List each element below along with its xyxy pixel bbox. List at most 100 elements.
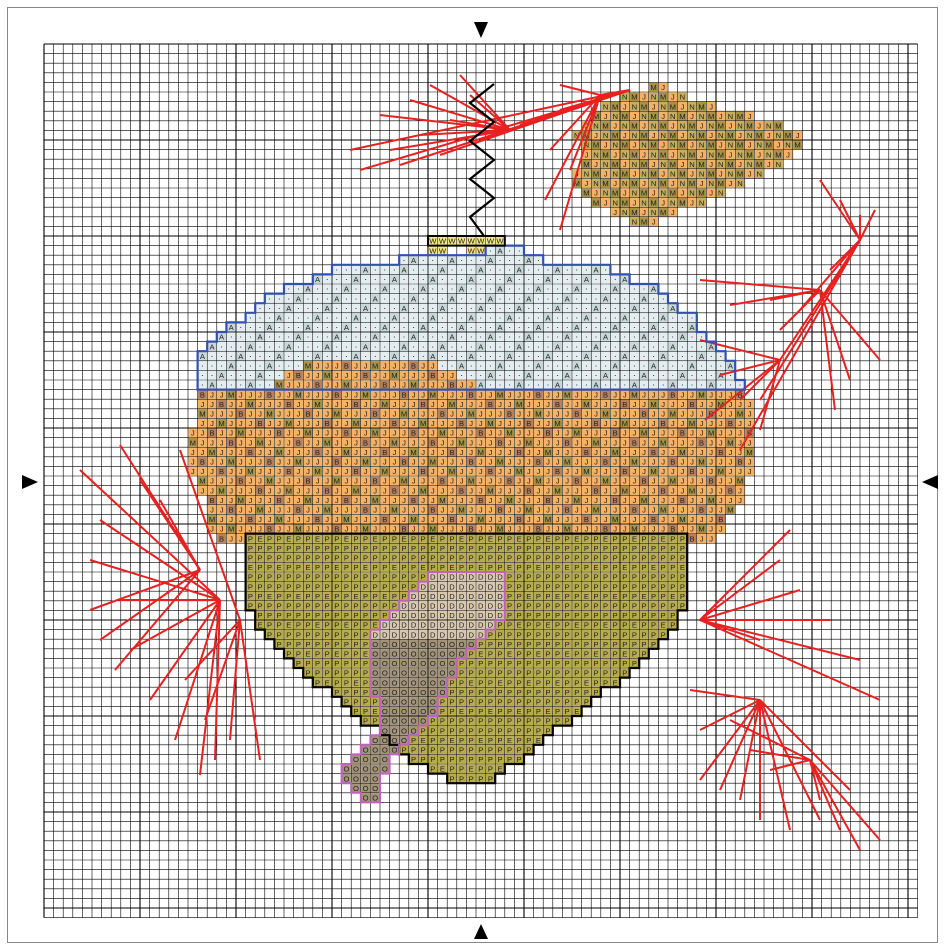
stitch-symbol: P xyxy=(478,707,483,716)
stitch-cell: P xyxy=(563,688,572,697)
stitch-symbol: J xyxy=(681,486,685,495)
stitch-cell: P xyxy=(313,553,322,562)
stitch-cell: P xyxy=(476,755,485,764)
stitch-symbol: O xyxy=(372,669,378,678)
stitch-cell: P xyxy=(438,726,447,735)
stitch-cell: · xyxy=(476,293,485,303)
stitch-symbol: B xyxy=(536,525,541,534)
stitch-symbol: P xyxy=(574,592,579,601)
stitch-cell: · xyxy=(256,351,265,361)
stitch-symbol: · xyxy=(460,332,463,342)
stitch-symbol: J xyxy=(613,467,617,476)
stitch-cell: · xyxy=(534,255,543,265)
stitch-symbol: P xyxy=(641,534,646,543)
stitch-symbol: P xyxy=(603,630,608,639)
stitch-symbol: P xyxy=(334,582,339,591)
stitch-symbol: P xyxy=(507,534,512,543)
stitch-symbol: J xyxy=(527,525,531,534)
stitch-symbol: · xyxy=(278,322,281,332)
stitch-symbol: · xyxy=(604,274,607,284)
stitch-symbol: J xyxy=(469,400,473,409)
stitch-symbol: P xyxy=(373,592,378,601)
stitch-symbol: P xyxy=(469,745,474,754)
stitch-cell: J xyxy=(697,496,706,505)
stitch-symbol: B xyxy=(632,438,637,447)
stitch-cell: J xyxy=(294,400,303,409)
stitch-cell: J xyxy=(726,476,735,485)
stitch-symbol: P xyxy=(507,659,512,668)
stitch-symbol: · xyxy=(479,312,482,322)
stitch-symbol: P xyxy=(661,563,666,572)
stitch-symbol: B xyxy=(200,457,205,466)
stitch-symbol: · xyxy=(287,351,290,361)
stitch-symbol: · xyxy=(335,303,338,313)
stitch-cell: E xyxy=(284,534,293,543)
stitch-cell: B xyxy=(476,428,485,437)
stitch-cell: J xyxy=(304,505,313,514)
stitch-symbol: J xyxy=(613,486,617,495)
stitch-cell: E xyxy=(371,534,380,543)
stitch-symbol: · xyxy=(537,293,540,303)
stitch-cell: P xyxy=(553,582,562,591)
stitch-symbol: P xyxy=(641,640,646,649)
stitch-cell: E xyxy=(323,678,332,687)
stitch-cell: D xyxy=(496,592,505,601)
stitch-cell: · xyxy=(332,264,341,274)
stitch-cell: O xyxy=(371,736,380,745)
stitch-cell: · xyxy=(688,312,697,322)
stitch-symbol: E xyxy=(257,621,262,630)
stitch-cell: · xyxy=(419,351,428,361)
stitch-cell: · xyxy=(697,380,706,390)
stitch-symbol: P xyxy=(334,688,339,697)
stitch-symbol: J xyxy=(556,477,560,486)
stitch-cell: J xyxy=(457,515,466,524)
stitch-cell: E xyxy=(649,563,658,572)
stitch-symbol: P xyxy=(632,630,637,639)
stitch-cell: J xyxy=(371,371,380,380)
stitch-cell: · xyxy=(448,312,457,322)
stitch-cell: · xyxy=(342,274,351,284)
stitch-cell: P xyxy=(620,544,629,553)
stitch-symbol: P xyxy=(421,573,426,582)
stitch-cell: · xyxy=(265,370,274,380)
stitch-cell: J xyxy=(611,467,620,476)
stitch-cell: J xyxy=(313,476,322,485)
stitch-symbol: J xyxy=(709,131,713,140)
stitch-symbol: J xyxy=(690,457,694,466)
stitch-symbol: · xyxy=(614,274,617,284)
stitch-cell: P xyxy=(678,534,687,543)
stitch-symbol: · xyxy=(527,312,530,322)
stitch-symbol: J xyxy=(709,400,713,409)
stitch-cell: · xyxy=(313,303,322,313)
stitch-symbol: · xyxy=(287,312,290,322)
stitch-symbol: P xyxy=(478,553,483,562)
stitch-cell: P xyxy=(630,563,639,572)
stitch-symbol: P xyxy=(584,611,589,620)
stitch-symbol: J xyxy=(661,477,665,486)
stitch-symbol: E xyxy=(449,736,454,745)
stitch-symbol: J xyxy=(642,438,646,447)
stitch-cell: · xyxy=(448,274,457,284)
stitch-symbol: · xyxy=(412,322,415,332)
stitch-symbol: P xyxy=(517,563,522,572)
stitch-cell: · xyxy=(630,332,639,342)
stitch-symbol: P xyxy=(325,621,330,630)
stitch-cell: P xyxy=(534,553,543,562)
stitch-symbol: E xyxy=(565,649,570,658)
stitch-cell: P xyxy=(476,640,485,649)
stitch-symbol: P xyxy=(526,563,531,572)
stitch-symbol: · xyxy=(211,351,214,361)
stitch-cell: P xyxy=(496,544,505,553)
stitch-cell: · xyxy=(630,360,639,370)
stitch-symbol: J xyxy=(642,400,646,409)
stitch-cell: B xyxy=(323,486,332,495)
stitch-symbol: J xyxy=(700,534,704,543)
stitch-symbol: J xyxy=(383,371,387,380)
stitch-cell: P xyxy=(630,611,639,620)
stitch-cell: J xyxy=(419,390,428,399)
stitch-symbol: P xyxy=(651,630,656,639)
stitch-symbol: J xyxy=(681,477,685,486)
stitch-cell: · xyxy=(553,322,562,332)
stitch-symbol: J xyxy=(565,515,569,524)
stitch-symbol: M xyxy=(382,467,388,476)
